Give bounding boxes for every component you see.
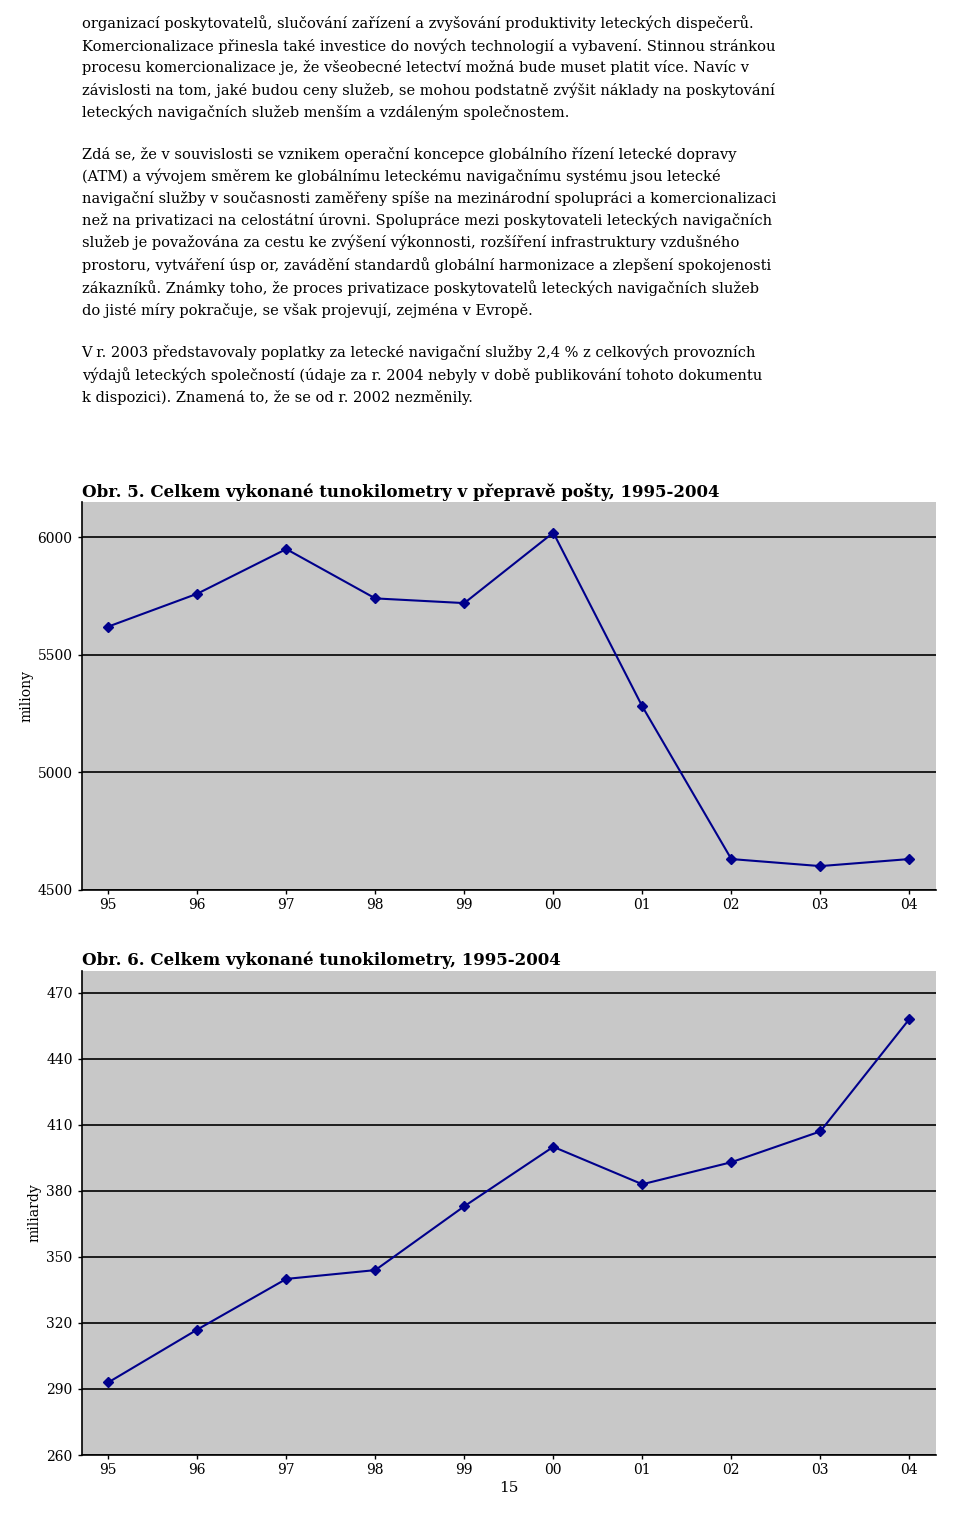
Y-axis label: miliony: miliony [19,670,34,722]
Text: organizací poskytovatelů, slučování zařízení a zvyšování produktivity leteckých : organizací poskytovatelů, slučování zaří… [82,15,776,404]
Y-axis label: miliardy: miliardy [28,1183,42,1242]
Text: Obr. 6. Celkem vykonané tunokilometry, 1995-2004: Obr. 6. Celkem vykonané tunokilometry, 1… [82,951,561,970]
Text: 15: 15 [499,1482,518,1496]
Text: Obr. 5. Celkem vykonané tunokilometry v přepravě pošty, 1995-2004: Obr. 5. Celkem vykonané tunokilometry v … [82,483,719,501]
